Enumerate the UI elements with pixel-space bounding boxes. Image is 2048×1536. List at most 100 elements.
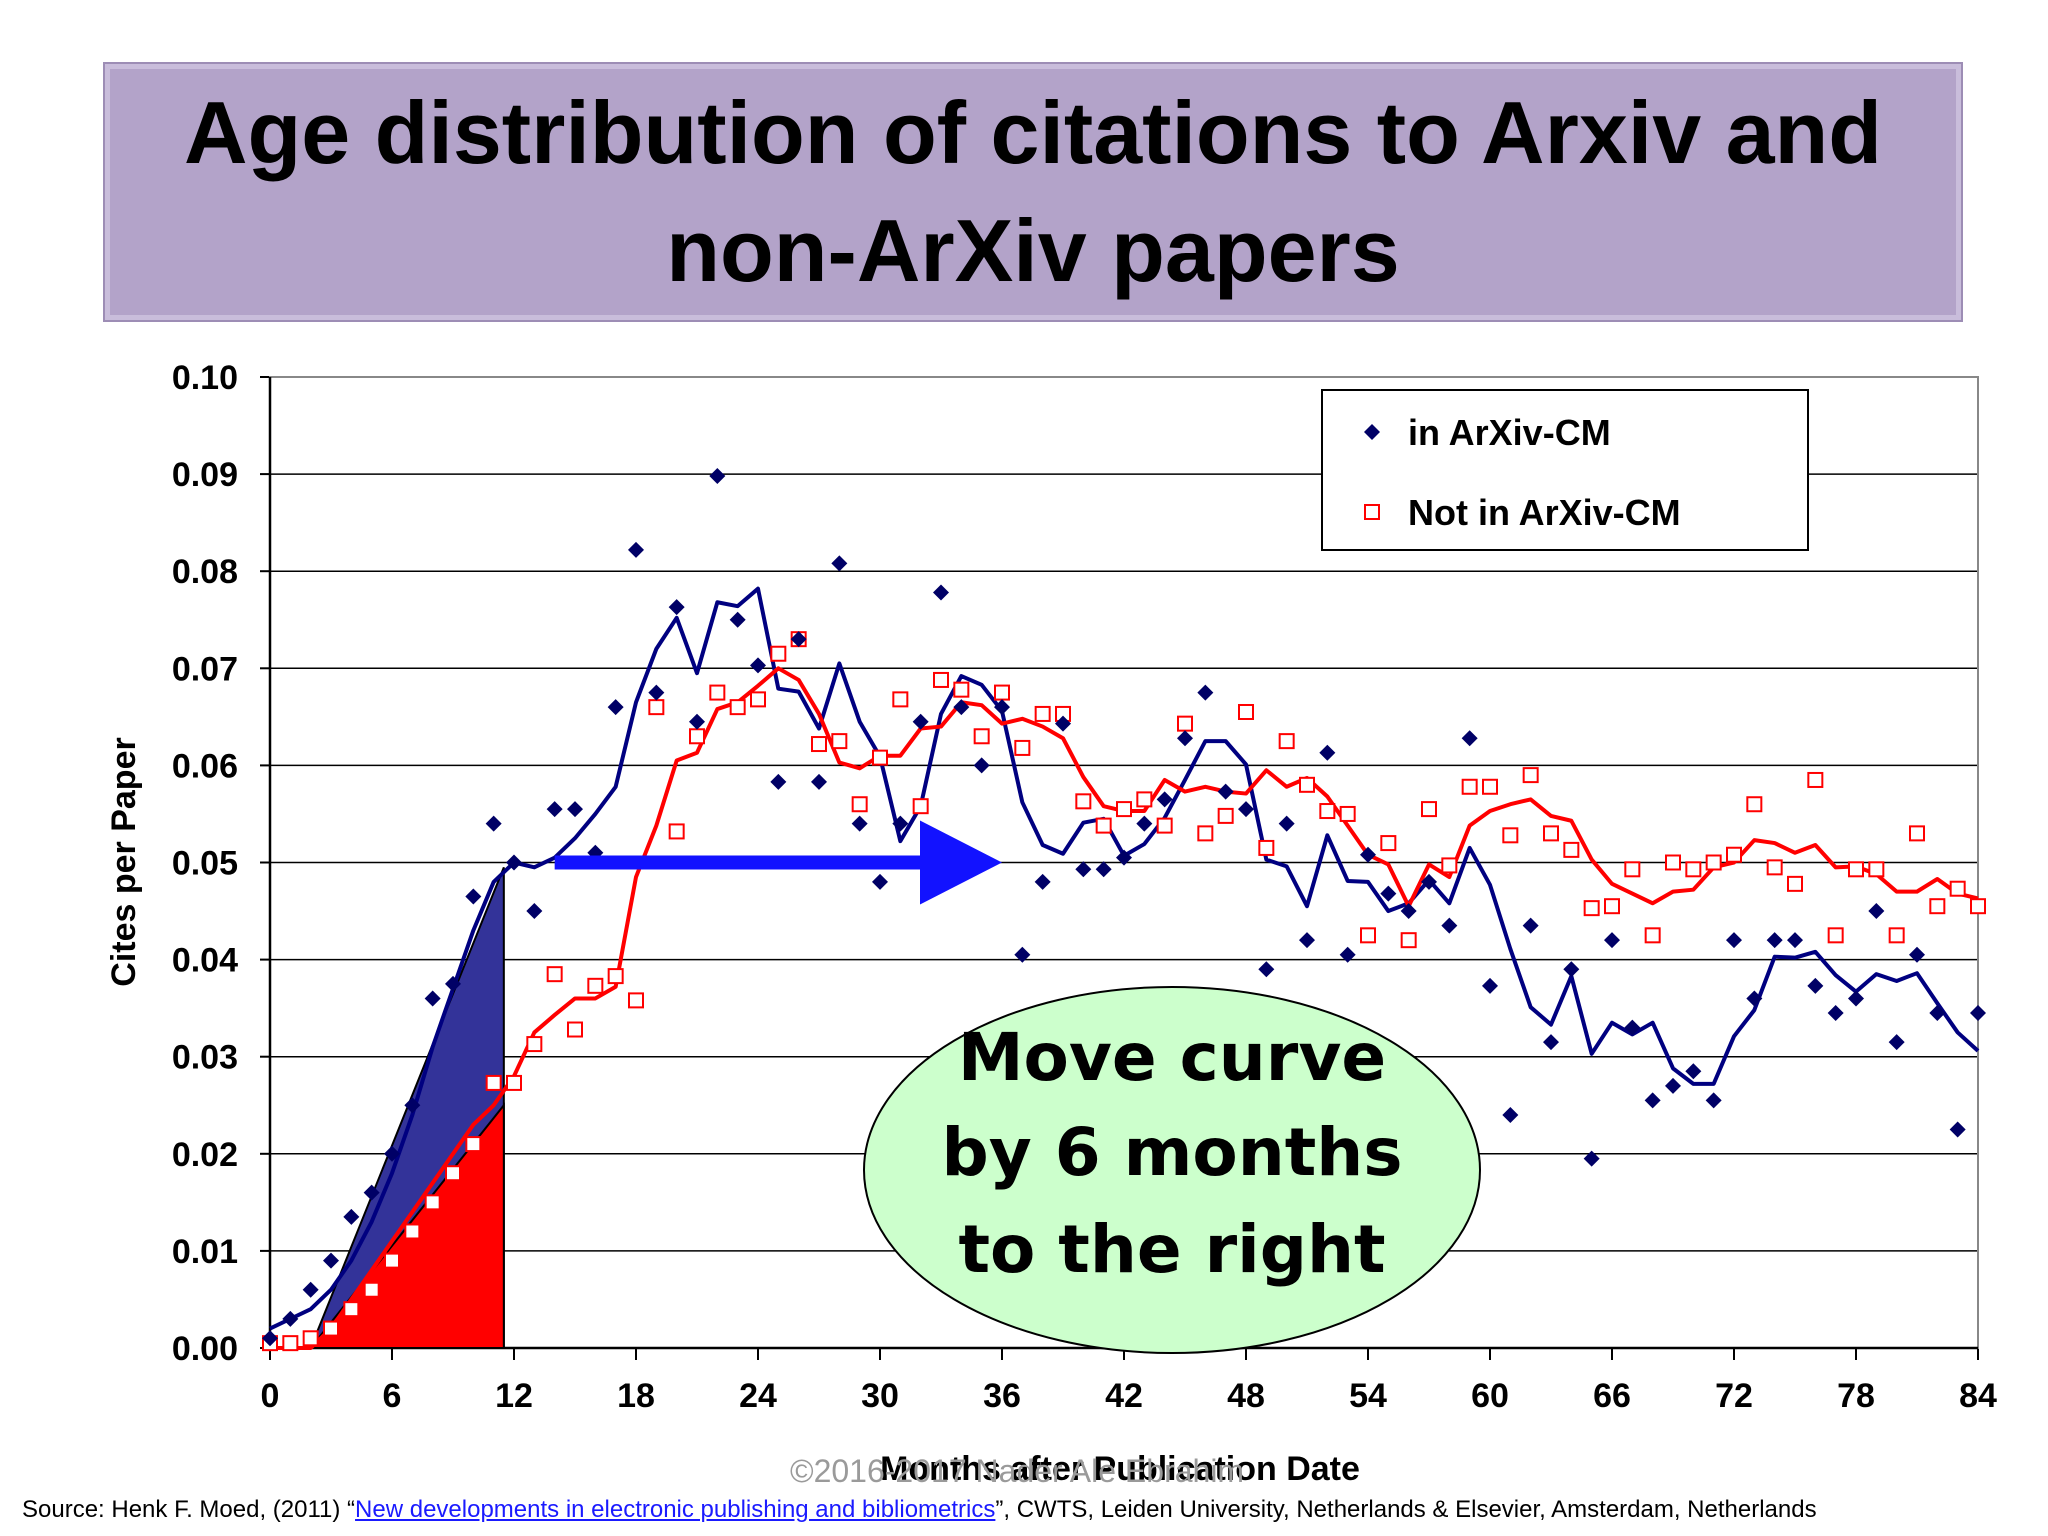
x-tick-label: 36 bbox=[983, 1377, 1021, 1415]
arxiv-point bbox=[628, 541, 644, 558]
not-arxiv-point bbox=[851, 796, 868, 813]
not-arxiv-point bbox=[384, 1252, 400, 1269]
x-tick-label: 6 bbox=[383, 1377, 402, 1415]
not-arxiv-point bbox=[973, 728, 990, 745]
callout-line: to the right bbox=[958, 1211, 1385, 1288]
legend-diamond-marker bbox=[1364, 424, 1380, 440]
arxiv-point bbox=[770, 773, 787, 790]
x-tick-label: 30 bbox=[861, 1377, 899, 1415]
not-arxiv-point bbox=[1482, 778, 1498, 795]
shift-arrow bbox=[554, 820, 1002, 905]
arxiv-point bbox=[1258, 961, 1275, 978]
not-arxiv-point bbox=[1502, 827, 1519, 844]
not-arxiv-point bbox=[445, 1165, 461, 1182]
arxiv-point bbox=[709, 468, 726, 485]
not-arxiv-point bbox=[1116, 801, 1132, 818]
not-arxiv-point bbox=[1238, 703, 1254, 720]
x-tick-label: 24 bbox=[739, 1377, 777, 1415]
not-arxiv-point bbox=[1014, 739, 1031, 756]
y-tick-label: 0.05 bbox=[172, 845, 238, 883]
not-arxiv-point bbox=[1075, 793, 1092, 810]
not-arxiv-point bbox=[302, 1330, 319, 1347]
x-tick-label: 66 bbox=[1593, 1377, 1631, 1415]
y-tick-label: 0.10 bbox=[172, 359, 238, 397]
not-arxiv-point bbox=[1522, 767, 1539, 784]
not-arxiv-point bbox=[567, 1021, 583, 1038]
not-arxiv-point bbox=[1807, 771, 1824, 788]
arxiv-point bbox=[567, 801, 583, 818]
arxiv-point bbox=[404, 1097, 421, 1114]
not-arxiv-point bbox=[994, 684, 1010, 701]
not-arxiv-point bbox=[526, 1036, 543, 1053]
not-arxiv-point bbox=[1421, 801, 1437, 818]
not-arxiv-point bbox=[607, 968, 624, 985]
arxiv-point bbox=[994, 699, 1010, 716]
arxiv-point bbox=[1116, 849, 1132, 866]
x-tick-label: 18 bbox=[617, 1377, 655, 1415]
arxiv-point bbox=[1278, 815, 1295, 832]
x-axis-title: Months after Publication Date bbox=[880, 1450, 1360, 1488]
not-arxiv-point bbox=[323, 1320, 339, 1337]
not-arxiv-point bbox=[404, 1223, 421, 1240]
y-tick-label: 0.04 bbox=[172, 942, 238, 980]
source-citation: Source: Henk F. Moed, (2011) “New develo… bbox=[22, 1496, 2032, 1524]
not-arxiv-point bbox=[770, 645, 787, 662]
not-arxiv-point bbox=[1604, 898, 1620, 915]
callout-ellipse bbox=[863, 986, 1481, 1354]
arxiv-point bbox=[1868, 903, 1885, 920]
arxiv-point bbox=[1929, 1005, 1946, 1022]
x-tick-label: 48 bbox=[1227, 1377, 1265, 1415]
not-arxiv-point bbox=[831, 733, 848, 750]
not-arxiv-point bbox=[1827, 927, 1844, 944]
arxiv-point bbox=[262, 1330, 278, 1347]
arxiv-point bbox=[485, 815, 502, 832]
arxiv-point bbox=[933, 584, 949, 601]
not-arxiv-point bbox=[1461, 778, 1478, 795]
y-axis-title: Cites per Paper bbox=[105, 737, 143, 986]
y-tick-label: 0.01 bbox=[172, 1233, 238, 1271]
not-arxiv-point bbox=[628, 992, 644, 1009]
not-arxiv-point bbox=[1095, 817, 1112, 834]
arxiv-point bbox=[1705, 1092, 1722, 1109]
not-arxiv-point bbox=[1644, 927, 1661, 944]
arxiv-point bbox=[1441, 917, 1458, 934]
y-tick-label: 0.08 bbox=[172, 553, 238, 591]
not-arxiv-point bbox=[1034, 705, 1051, 722]
arxiv-point bbox=[302, 1281, 319, 1298]
arxiv-point bbox=[506, 854, 522, 871]
not-arxiv-point bbox=[1563, 841, 1580, 858]
arxiv-point bbox=[1604, 932, 1620, 949]
not-arxiv-point bbox=[1177, 715, 1193, 732]
title-banner: Age distribution of citations to Arxiv a… bbox=[103, 62, 1963, 322]
not-arxiv-point bbox=[1217, 807, 1234, 824]
arxiv-point bbox=[1299, 932, 1315, 949]
not-arxiv-point bbox=[465, 1136, 482, 1153]
arxiv-point bbox=[1360, 846, 1376, 863]
not-arxiv-point bbox=[1970, 898, 1986, 915]
arxiv-point bbox=[689, 713, 705, 730]
not-arxiv-point bbox=[1299, 776, 1315, 793]
not-arxiv-point bbox=[343, 1301, 360, 1318]
x-tick-label: 54 bbox=[1349, 1377, 1387, 1415]
callout-line: by 6 months bbox=[941, 1114, 1402, 1191]
not-arxiv-point bbox=[1136, 791, 1153, 808]
arxiv-point bbox=[465, 888, 482, 905]
source-link[interactable]: New developments in electronic publishin… bbox=[355, 1496, 996, 1523]
y-tick-label: 0.00 bbox=[172, 1330, 238, 1368]
not-arxiv-point bbox=[1665, 854, 1681, 871]
arxiv-point bbox=[1827, 1005, 1844, 1022]
arxiv-point bbox=[1909, 946, 1925, 963]
legend-label: Not in ArXiv-CM bbox=[1408, 492, 1681, 533]
arxiv-point bbox=[1421, 873, 1437, 890]
arxiv-point bbox=[526, 903, 543, 920]
x-tick-label: 12 bbox=[495, 1377, 533, 1415]
not-arxiv-point bbox=[1197, 825, 1214, 842]
not-arxiv-point bbox=[587, 977, 604, 994]
arxiv-point bbox=[1380, 885, 1397, 902]
arxiv-point bbox=[1461, 730, 1478, 747]
arxiv-point bbox=[1400, 903, 1417, 920]
not-arxiv-point bbox=[485, 1074, 502, 1091]
x-tick-label: 0 bbox=[261, 1377, 280, 1415]
arxiv-point bbox=[1522, 917, 1539, 934]
